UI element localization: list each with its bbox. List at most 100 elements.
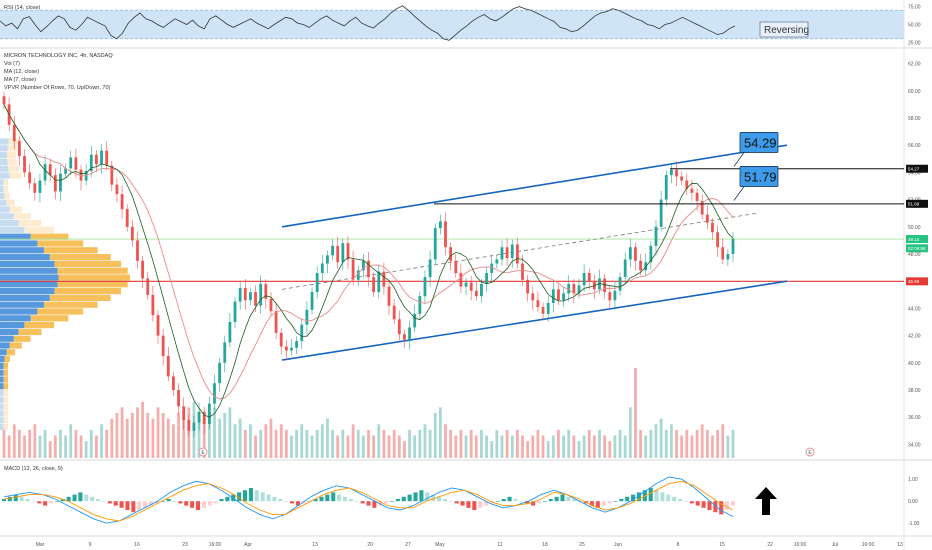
- candle-body: [23, 156, 26, 173]
- volume-bar: [59, 429, 62, 458]
- vpvr-down-bar: [3, 410, 8, 417]
- candle-body: [192, 422, 196, 431]
- price-tick-label: 48.00: [908, 252, 921, 258]
- candle-body: [536, 300, 540, 308]
- time-tick-label: Jun: [614, 542, 622, 548]
- macd-histogram-bar: [660, 492, 665, 502]
- volume-bar: [141, 401, 145, 458]
- macd-histogram-bar: [601, 501, 606, 506]
- macd-histogram-bar: [107, 501, 112, 504]
- candle-body: [74, 157, 78, 170]
- candle-body: [490, 263, 494, 274]
- volume-bar: [7, 435, 11, 458]
- macd-histogram-bar: [654, 490, 659, 502]
- macd-histogram-bar: [143, 501, 148, 508]
- macd-histogram-bar: [113, 501, 118, 506]
- volume-bar: [711, 435, 714, 458]
- macd-histogram-bar: [354, 501, 359, 502]
- macd-histogram-bar: [325, 494, 330, 502]
- volume-bar: [659, 418, 663, 458]
- vpvr-up-bar: [0, 206, 10, 213]
- macd-histogram-bar: [484, 501, 489, 506]
- candle-body: [115, 184, 119, 195]
- volume-bar: [695, 429, 699, 458]
- candle-body: [521, 263, 524, 280]
- macd-histogram-bar: [219, 499, 224, 502]
- time-tick-label: 18: [542, 542, 548, 548]
- macd-histogram-bar: [554, 496, 559, 502]
- vpvr-up-bar: [0, 233, 31, 240]
- price-tags: 54.27 51.69 49.10 02:09:58 45.99: [906, 164, 928, 286]
- macd-histogram-bar: [290, 501, 295, 504]
- candle-body: [161, 335, 165, 356]
- candle-body: [151, 294, 155, 316]
- earnings-marker-label: E: [808, 450, 812, 456]
- macd-histogram-bar: [184, 501, 189, 506]
- volume-bar: [315, 429, 319, 458]
- macd-histogram-bar: [348, 499, 353, 502]
- candle-body: [228, 322, 232, 343]
- channel-upper-line: [281, 144, 788, 228]
- macd-histogram-bar: [560, 494, 565, 502]
- price-tick-label: 34.00: [908, 442, 921, 448]
- vpvr-up-bar: [0, 138, 9, 145]
- volume-bar: [480, 429, 483, 458]
- macd-histogram-bar: [43, 501, 48, 506]
- candle-body: [526, 279, 530, 294]
- macd-histogram-bar: [260, 492, 265, 502]
- vpvr-up-bar: [0, 152, 8, 159]
- macd-histogram-bar: [13, 494, 18, 502]
- vpvr-down-bar: [8, 138, 19, 145]
- candle-body: [449, 247, 453, 261]
- macd-histogram-bar: [448, 501, 453, 502]
- macd-y-axis: 1.00 0.00 -1.00: [908, 477, 920, 527]
- time-tick-label: 8: [677, 542, 680, 548]
- volume-bar: [43, 429, 47, 458]
- candle-body: [146, 278, 150, 295]
- vpvr-down-bar: [3, 390, 8, 397]
- candle-body: [300, 324, 304, 342]
- macd-histogram-bar: [384, 501, 389, 504]
- volume-bar: [243, 429, 247, 458]
- candle-body: [290, 347, 293, 351]
- macd-histogram-bar: [513, 499, 518, 502]
- vpvr-down-bar: [54, 260, 122, 267]
- candle-body: [120, 194, 124, 210]
- vpvr-up-bar: [0, 335, 14, 342]
- volume-bar: [320, 424, 324, 458]
- macd-histogram-bar: [225, 496, 230, 502]
- volume-bar: [182, 418, 186, 458]
- macd-histogram-bar: [254, 490, 259, 502]
- volume-bar: [264, 424, 268, 458]
- vpvr-down-bar: [3, 396, 8, 403]
- price-tick-label: 60.00: [908, 89, 921, 95]
- volume-bar: [413, 435, 417, 458]
- candle-body: [207, 403, 211, 424]
- candle-body: [408, 327, 411, 340]
- volume-profile: [0, 138, 130, 431]
- legend-vol: Vol (7): [4, 61, 20, 67]
- volume-bar: [680, 435, 684, 458]
- volume-bar: [669, 424, 673, 458]
- callout-box: [739, 166, 779, 187]
- macd-histogram-bar: [678, 499, 683, 502]
- volume-bar: [156, 407, 160, 458]
- volume-bar: [38, 435, 42, 458]
- candle-body: [464, 282, 468, 287]
- candle-body: [469, 282, 473, 291]
- volume-bar: [562, 435, 565, 458]
- macd-histogram-bar: [295, 501, 300, 506]
- macd-histogram-bar: [413, 492, 418, 502]
- vpvr-down-bar: [13, 335, 31, 342]
- macd-histogram-bar: [495, 501, 500, 502]
- vpvr-up-bar: [0, 308, 38, 315]
- reversing-box: [759, 21, 809, 38]
- vpvr-up-bar: [0, 362, 4, 369]
- volume-bar: [608, 441, 612, 458]
- volume-bar: [367, 429, 370, 458]
- rsi-line: [0, 5, 736, 41]
- candle-body: [500, 247, 504, 260]
- candle-body: [187, 419, 191, 431]
- macd-histogram-bar: [619, 499, 624, 502]
